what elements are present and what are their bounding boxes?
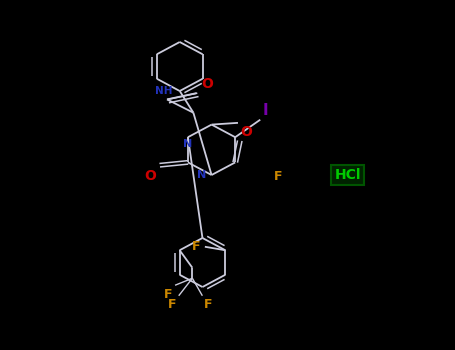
Text: O: O (241, 125, 253, 139)
Text: O: O (201, 77, 213, 91)
Text: F: F (168, 298, 177, 310)
Text: N: N (197, 170, 206, 180)
Text: F: F (164, 288, 172, 301)
Text: I: I (263, 103, 268, 118)
Text: O: O (144, 169, 156, 183)
Text: NH: NH (155, 86, 172, 96)
Text: F: F (204, 298, 212, 310)
Text: HCl: HCl (334, 168, 361, 182)
Text: N: N (183, 139, 192, 149)
Text: F: F (192, 239, 200, 253)
Text: F: F (274, 170, 283, 183)
